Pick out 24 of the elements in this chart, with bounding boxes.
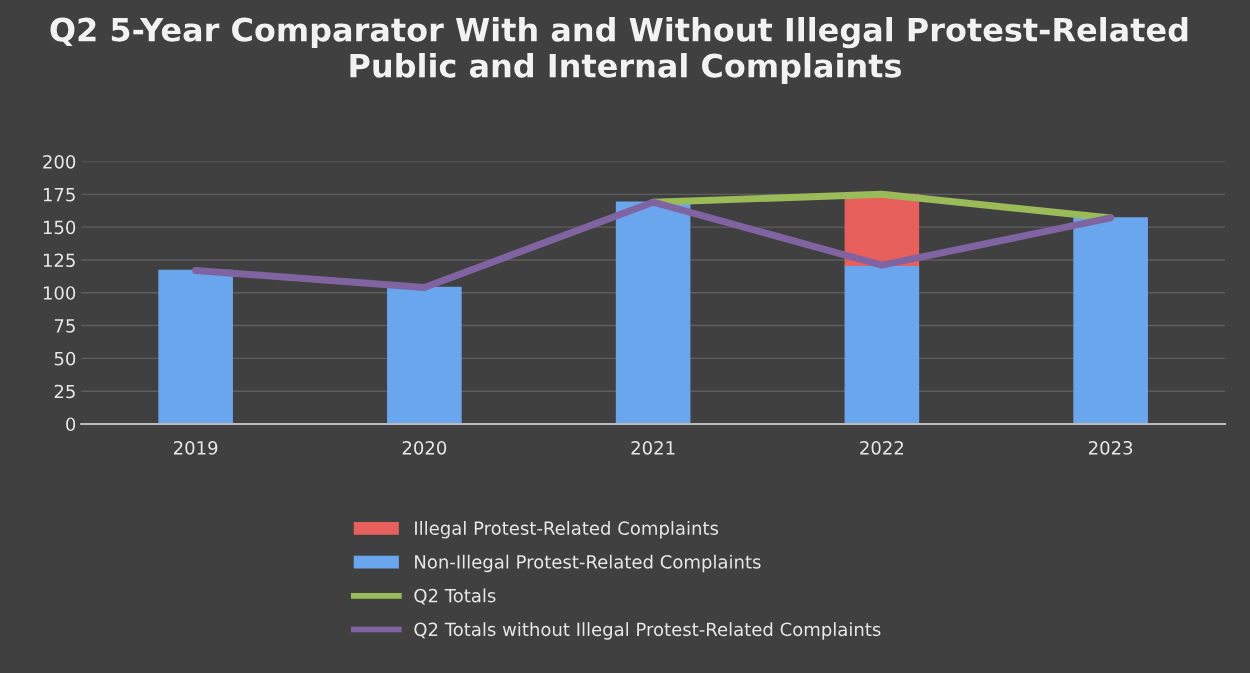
- bar: [844, 264, 920, 424]
- y-tick-label: 100: [43, 286, 76, 300]
- y-tick-label: 50: [54, 351, 76, 366]
- bar: [158, 269, 233, 424]
- y-tick-label: 150: [43, 220, 76, 235]
- legend-label: Q2 Totals: [414, 588, 496, 605]
- x-tick-label: 2022: [860, 440, 904, 455]
- y-tick-label: 125: [43, 253, 75, 268]
- x-tick-label: 2020: [402, 440, 447, 455]
- chart-title: Q2 5-Year Comparator With and Without Illegal Protest-Related Public and Internal Complaints: [50, 17, 1188, 84]
- y-tick-label: 200: [43, 154, 76, 169]
- x-tick-label: 2019: [173, 440, 218, 455]
- bar: [615, 201, 691, 424]
- bar: [1073, 217, 1148, 424]
- bar: [387, 286, 462, 424]
- y-tick-label: 75: [54, 319, 75, 333]
- legend-label: Non-Illegal Protest-Related Complaints: [415, 554, 761, 573]
- y-tick-label: 25: [54, 384, 75, 399]
- legend-label: Q2 Totals without Illegal Protest-Related Complaints: [414, 622, 881, 640]
- x-tick-label: 2021: [631, 440, 675, 455]
- y-tick-label: 0: [66, 417, 76, 432]
- y-tick-label: 175: [43, 188, 75, 202]
- legend-label: Illegal Protest-Related Complaints: [415, 521, 719, 539]
- x-tick-label: 2023: [1088, 440, 1133, 455]
